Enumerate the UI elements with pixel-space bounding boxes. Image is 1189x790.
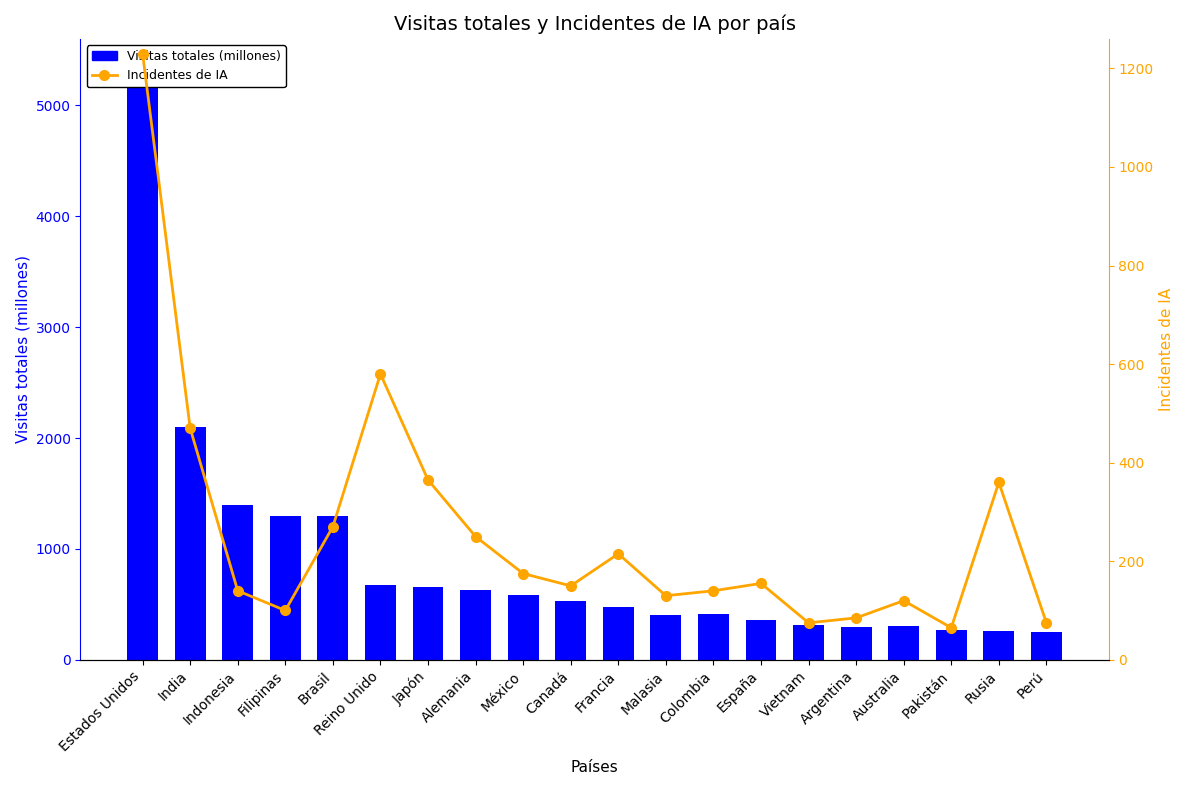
Bar — [983, 631, 1014, 660]
Incidentes de IA — [564, 581, 578, 591]
Incidentes de IA — [706, 586, 721, 596]
Bar — [175, 427, 206, 660]
X-axis label: Países: Países — [571, 760, 618, 775]
Incidentes de IA — [754, 578, 768, 588]
Incidentes de IA — [897, 596, 911, 605]
Incidentes de IA — [992, 478, 1006, 487]
Line: Incidentes de IA: Incidentes de IA — [138, 49, 1051, 633]
Incidentes de IA — [1039, 618, 1053, 627]
Incidentes de IA — [278, 606, 292, 615]
Incidentes de IA — [421, 475, 435, 484]
Bar — [365, 585, 396, 660]
Incidentes de IA — [183, 423, 197, 433]
Incidentes de IA — [849, 613, 863, 623]
Title: Visitas totales y Incidentes de IA por país: Visitas totales y Incidentes de IA por p… — [394, 15, 795, 35]
Bar — [1031, 631, 1062, 660]
Bar — [413, 587, 443, 660]
Bar — [317, 516, 348, 660]
Incidentes de IA — [801, 618, 816, 627]
Incidentes de IA — [326, 522, 340, 532]
Bar — [603, 607, 634, 660]
Bar — [888, 626, 919, 660]
Incidentes de IA — [516, 569, 530, 578]
Y-axis label: Visitas totales (millones): Visitas totales (millones) — [15, 255, 30, 443]
Bar — [270, 516, 301, 660]
Bar — [936, 630, 967, 660]
Bar — [650, 615, 681, 660]
Bar — [746, 620, 776, 660]
Incidentes de IA — [468, 532, 483, 541]
Incidentes de IA — [231, 586, 245, 596]
Incidentes de IA — [611, 549, 625, 559]
Y-axis label: Incidentes de IA: Incidentes de IA — [1159, 288, 1174, 411]
Legend: Visitas totales (millones), Incidentes de IA: Visitas totales (millones), Incidentes d… — [87, 45, 285, 88]
Incidentes de IA — [373, 369, 388, 378]
Incidentes de IA — [659, 591, 673, 600]
Bar — [127, 61, 158, 660]
Bar — [508, 596, 539, 660]
Bar — [555, 601, 586, 660]
Bar — [460, 590, 491, 660]
Incidentes de IA — [136, 49, 150, 58]
Bar — [698, 614, 729, 660]
Incidentes de IA — [944, 623, 958, 633]
Bar — [841, 626, 872, 660]
Bar — [222, 505, 253, 660]
Bar — [793, 626, 824, 660]
